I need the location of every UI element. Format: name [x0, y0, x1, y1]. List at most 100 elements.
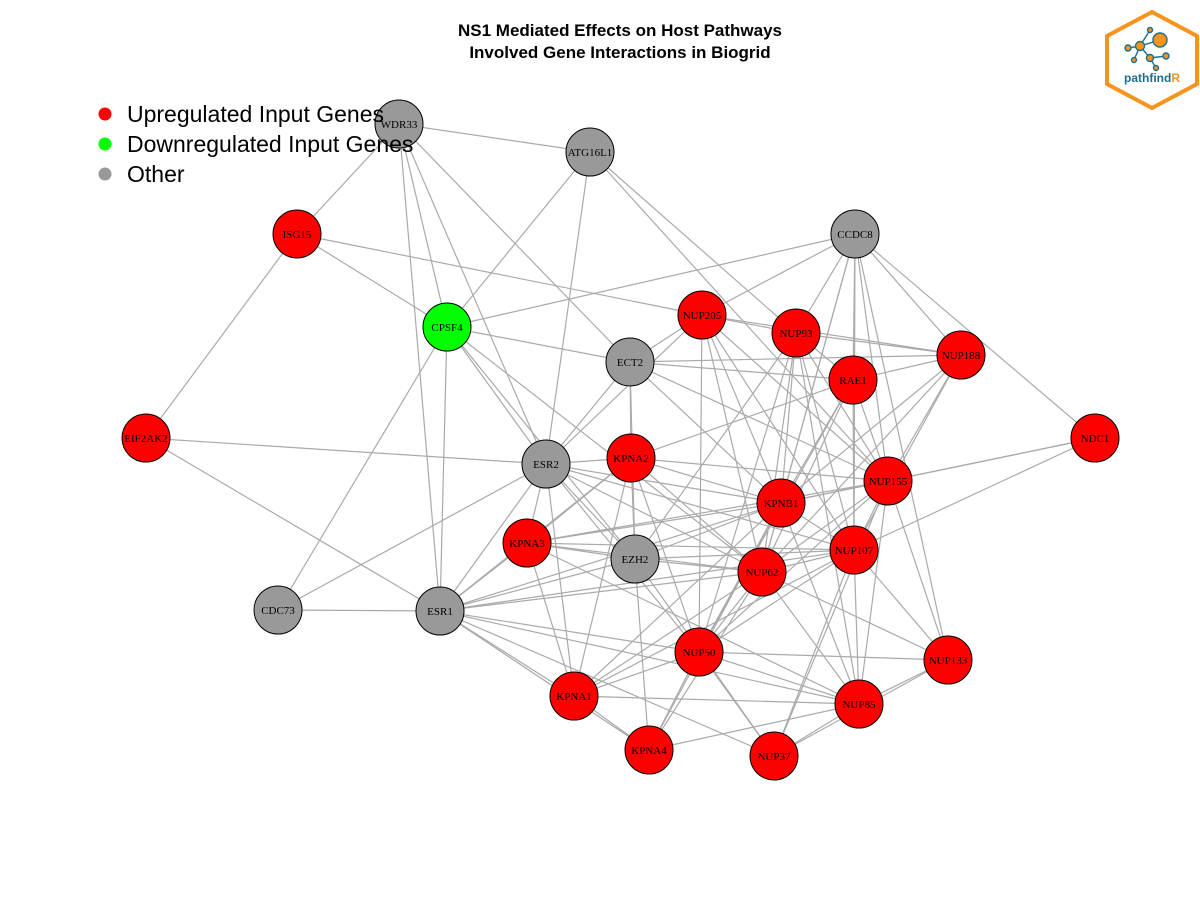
node-cdc73: CDC73 [253, 585, 303, 635]
logo-wordmark-accent: R [1171, 71, 1180, 85]
edge-cpsf4-esr1 [439, 326, 448, 612]
node-label: NUP50 [682, 647, 716, 659]
node-circle [674, 627, 724, 677]
node-atg16l1: ATG16L1 [565, 127, 615, 177]
node-label: KPNA4 [631, 745, 667, 757]
node-kpna3: KPNA3 [502, 518, 552, 568]
edge-kpna1-nup85 [573, 695, 860, 705]
node-label: NUP93 [779, 328, 813, 340]
node-circle [415, 586, 465, 636]
edge-nup188-nup62 [761, 354, 962, 573]
node-label: NUP85 [842, 699, 876, 711]
legend-swatch [98, 167, 112, 181]
node-label: CCDC8 [837, 229, 873, 241]
node-circle [624, 725, 674, 775]
node-circle [834, 679, 884, 729]
edge-atg16l1-nup155 [589, 151, 889, 482]
node-nup205: NUP205 [677, 290, 727, 340]
edge-kpnb1-esr1 [439, 502, 782, 612]
edge-nup62-kpna1 [573, 571, 763, 697]
legend-label: Other [127, 161, 185, 187]
edge-cpsf4-nup62 [446, 326, 763, 573]
edge-isg15-cpsf4 [296, 233, 448, 328]
logo-wordmark-main: pathfind [1124, 71, 1171, 85]
edge-nup93-nup107 [795, 332, 855, 551]
node-label: EIF2AK2 [124, 433, 167, 445]
node-label: ESR2 [533, 459, 559, 471]
node-circle [737, 547, 787, 597]
edge-nup93-kpnb1 [780, 332, 797, 504]
node-label: NUP155 [869, 476, 908, 488]
node-esr1: ESR1 [415, 586, 465, 636]
node-circle [374, 99, 424, 149]
node-label: ATG16L1 [568, 147, 613, 159]
node-nup85: NUP85 [834, 679, 884, 729]
node-circle [610, 534, 660, 584]
node-label: KPNA1 [556, 691, 591, 703]
edge-kpnb1-kpna4 [648, 502, 782, 751]
edge-nup50-nup85 [698, 651, 860, 705]
edge-nup62-esr1 [439, 571, 763, 612]
edge-rae1-nup107 [852, 379, 855, 551]
node-ect2: ECT2 [605, 337, 655, 387]
legend-swatch [98, 107, 112, 121]
node-circle [521, 439, 571, 489]
edge-wdr33-cpsf4 [398, 123, 448, 328]
node-kpnb1: KPNB1 [756, 478, 806, 528]
legend-item: Upregulated Input Genes [98, 101, 384, 127]
edge-esr1-nup85 [439, 610, 860, 705]
edge-ccdc8-cpsf4 [446, 233, 856, 328]
edge-atg16l1-cpsf4 [446, 151, 591, 328]
edge-nup188-ect2 [629, 354, 962, 363]
edge-ect2-nup155 [629, 361, 889, 482]
edge-wdr33-isg15 [296, 123, 400, 235]
edge-nup93-nup85 [795, 332, 860, 705]
node-circle [549, 671, 599, 721]
edge-nup188-nup107 [853, 354, 962, 551]
node-label: NDC1 [1081, 433, 1110, 445]
node-label: NUP133 [929, 655, 968, 667]
node-eif2ak2: EIF2AK2 [121, 413, 171, 463]
node-nup188: NUP188 [936, 330, 986, 380]
edge-esr2-esr1 [439, 463, 547, 612]
edge-cdc73-esr1 [277, 609, 441, 612]
node-label: NUP62 [745, 567, 778, 579]
legend-item: Downregulated Input Genes [98, 131, 413, 157]
node-label: NUP205 [683, 310, 722, 322]
edge-nup155-nup133 [887, 480, 949, 661]
edge-esr1-kpna4 [439, 610, 650, 751]
edge-nup93-nup62 [761, 332, 797, 573]
node-label: CPSF4 [431, 322, 463, 334]
edge-ezh2-nup107 [634, 549, 855, 560]
edge-nup205-nup155 [701, 314, 889, 482]
node-circle [565, 127, 615, 177]
edge-nup205-nup107 [701, 314, 855, 551]
edge-nup93-nup188 [795, 332, 962, 356]
node-label: NUP188 [942, 350, 981, 362]
node-ccdc8: CCDC8 [830, 209, 880, 259]
edge-cpsf4-ect2 [446, 326, 631, 363]
edge-esr1-nup50 [439, 610, 700, 653]
edge-esr2-kpna1 [545, 463, 575, 697]
node-cpsf4: CPSF4 [422, 302, 472, 352]
edge-nup205-nup50 [698, 314, 703, 653]
node-circle [936, 330, 986, 380]
node-kpna1: KPNA1 [549, 671, 599, 721]
node-circle [502, 518, 552, 568]
node-wdr33: WDR33 [374, 99, 424, 149]
node-kpna4: KPNA4 [624, 725, 674, 775]
edge-nup50-nup133 [698, 651, 949, 661]
chart-title: NS1 Mediated Effects on Host Pathways In… [0, 20, 1200, 64]
edge-ect2-rae1 [629, 361, 854, 381]
edge-nup107-kpna1 [573, 549, 855, 697]
node-circle [1070, 413, 1120, 463]
edge-nup93-nup155 [795, 332, 889, 482]
edge-ezh2-esr1 [439, 558, 636, 612]
edge-kpna2-kpna1 [573, 457, 632, 697]
node-circle [272, 209, 322, 259]
edge-nup107-nup85 [853, 549, 860, 705]
legend-item: Other [98, 161, 185, 187]
node-label: CDC73 [261, 605, 295, 617]
edge-kpna2-nup62 [630, 457, 763, 573]
